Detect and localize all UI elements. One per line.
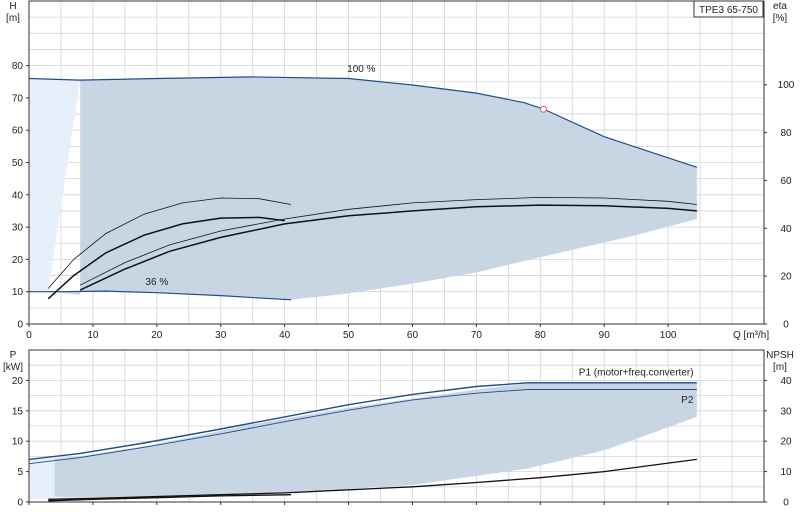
- series-5-line: [79, 196, 697, 286]
- y2-tick-label: 40: [780, 376, 792, 387]
- model-label-box: TPE3 65-750: [693, 0, 764, 18]
- x-tick-label: 10: [87, 330, 99, 341]
- curve-annotation: P2: [681, 395, 694, 406]
- y-tick-label: 20: [12, 376, 24, 387]
- y-axis-unit: [kW]: [3, 362, 23, 373]
- y-tick-label: 50: [12, 158, 24, 169]
- y-tick-label: 10: [12, 437, 24, 448]
- y-axis-label: H: [9, 1, 16, 12]
- series-p2-line: [28, 389, 697, 465]
- light-region: [29, 78, 81, 292]
- series-3-line: [48, 494, 292, 502]
- x-tick-label: 50: [343, 330, 355, 341]
- x-tick-label: 40: [279, 330, 291, 341]
- y2-axis-label: eta: [773, 1, 787, 12]
- series-3-line: [47, 197, 292, 289]
- series-2-line: [47, 216, 285, 300]
- y-tick-label: 80: [12, 61, 24, 72]
- series-2-line: [48, 458, 697, 500]
- y2-tick-label: 10: [780, 467, 792, 478]
- duty-point-marker: [540, 105, 547, 113]
- y2-tick-label: 30: [780, 406, 792, 417]
- y2-axis-unit: [m]: [773, 362, 787, 373]
- y-tick-label: 40: [12, 190, 24, 201]
- y2-tick-label: 80: [780, 128, 792, 139]
- model-label: TPE3 65-750: [699, 5, 758, 16]
- y-axis-unit: [m]: [6, 13, 20, 24]
- y2-tick-label: 100: [778, 80, 795, 91]
- y2-tick-label: 0: [783, 498, 789, 509]
- y-tick-label: 10: [12, 287, 24, 298]
- y2-tick-label: 60: [780, 176, 792, 187]
- y2-axis-unit: [%]: [773, 13, 788, 24]
- y-tick-label: 70: [12, 93, 24, 104]
- y-tick-label: 15: [12, 406, 24, 417]
- plot-frame: [28, 349, 765, 503]
- y-tick-label: 0: [17, 320, 23, 331]
- x-tick-label: 80: [535, 330, 547, 341]
- y2-tick-label: 20: [780, 437, 792, 448]
- y-axis-label: P: [10, 350, 17, 361]
- x-tick-label: 60: [407, 330, 419, 341]
- power-panel: P1 (motor+freq.converter) P2 0 5 10 15 20 0 10 20…: [3, 349, 794, 509]
- y2-axis-label: NPSH: [766, 350, 794, 361]
- y-tick-label: 5: [17, 467, 23, 478]
- x-tick-label: 100: [660, 330, 677, 341]
- series-100--line: [28, 76, 698, 168]
- y-tick-label: 0: [17, 498, 23, 509]
- operating-envelope: [48, 76, 697, 300]
- curve-annotation: P1 (motor+freq.converter): [579, 368, 694, 379]
- curve-annotation: 36 %: [145, 277, 168, 288]
- y2-tick-label: 0: [783, 320, 789, 331]
- y-tick-label: 30: [12, 223, 24, 234]
- curve-annotation: 100 %: [347, 64, 375, 75]
- y-tick-label: 60: [12, 126, 24, 137]
- y2-tick-label: 40: [780, 224, 792, 235]
- x-tick-label: 20: [151, 330, 163, 341]
- y-tick-label: 20: [12, 255, 24, 266]
- series-p1-motor-freq-converter--line: [28, 382, 697, 461]
- operating-envelope: [54, 383, 697, 498]
- series-4-line: [79, 204, 697, 291]
- x-tick-label: 70: [471, 330, 483, 341]
- x-axis-label: Q [m³/h]: [733, 330, 769, 341]
- x-tick-label: 30: [215, 330, 227, 341]
- y2-tick-label: 20: [780, 272, 792, 283]
- head-panel: 100 % 36 % 0 10 20 30 40 50 60 70 80 0 20 40 60 80 100 0 1…: [6, 0, 795, 341]
- x-tick-label: 90: [599, 330, 611, 341]
- x-tick-label: 0: [26, 330, 32, 341]
